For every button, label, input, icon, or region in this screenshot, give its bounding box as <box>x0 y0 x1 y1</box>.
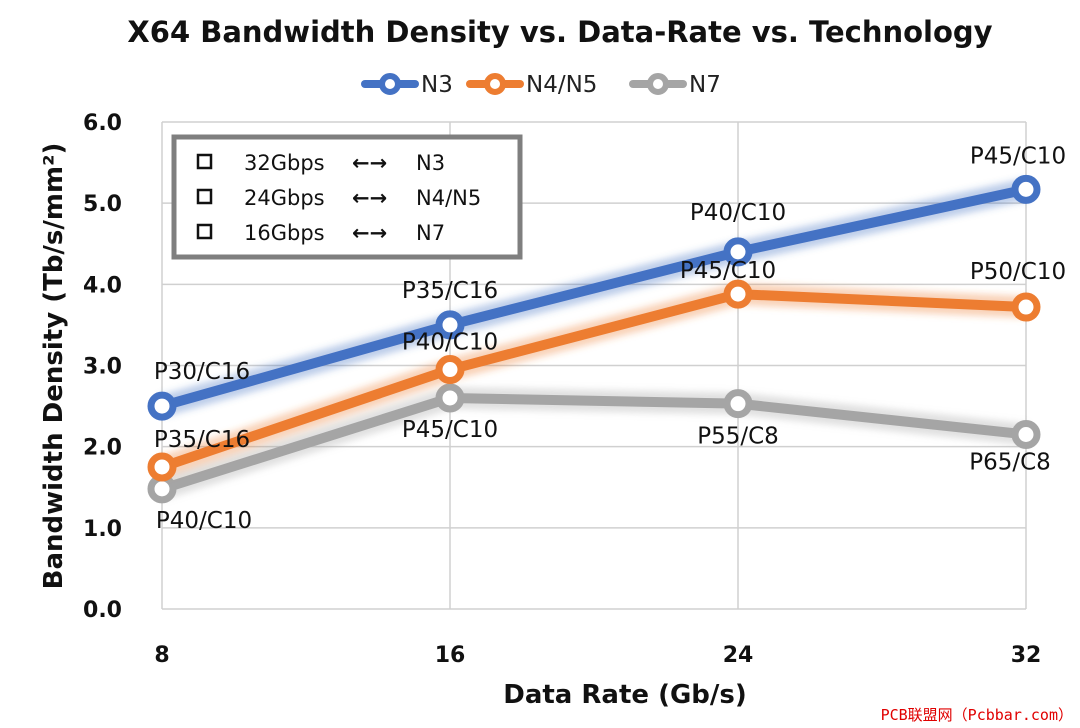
legend-label: N3 <box>421 72 453 98</box>
x-tick-label: 16 <box>435 643 466 668</box>
watermark: PCB联盟网（Pcbbar.com） <box>881 706 1073 724</box>
y-tick-label: 5.0 <box>83 192 122 217</box>
legend-entry: N7 <box>629 72 721 98</box>
data-point <box>147 391 177 421</box>
square-bullet-icon <box>196 153 213 170</box>
series-layer <box>147 174 1041 504</box>
series-line <box>157 392 1031 494</box>
legend-label: N7 <box>689 72 721 98</box>
series-line <box>157 184 1031 412</box>
point-label: P40/C10 <box>690 200 786 226</box>
double-arrow-icon: ←→ <box>352 221 387 245</box>
square-bullet-icon <box>196 188 213 205</box>
y-tick-label: 3.0 <box>83 355 122 380</box>
data-point <box>723 279 753 309</box>
point-label: P45/C10 <box>970 143 1066 169</box>
inset-legend-row: 24Gbps ←→ N4/N5 <box>196 186 481 210</box>
legend-label: N4/N5 <box>526 72 597 98</box>
point-label: P45/C10 <box>402 417 498 443</box>
square-bullet-icon <box>196 223 213 240</box>
double-arrow-icon: ←→ <box>352 151 387 175</box>
data-point <box>1011 419 1041 449</box>
y-tick-label: 1.0 <box>83 517 122 542</box>
y-tick-label: 4.0 <box>83 273 122 298</box>
x-tick-label: 24 <box>723 643 754 668</box>
legend: N3 N4/N5 N7 <box>361 72 721 98</box>
x-tick-label: 32 <box>1011 643 1042 668</box>
data-point <box>723 237 753 267</box>
data-point <box>147 452 177 482</box>
inset-rate: 16Gbps <box>244 221 325 245</box>
y-tick-label: 0.0 <box>83 598 122 623</box>
y-tick-label: 6.0 <box>83 111 122 136</box>
legend-marker <box>647 73 669 95</box>
data-point <box>435 383 465 413</box>
series-n4-n5 <box>147 279 1041 482</box>
point-label: P40/C10 <box>156 508 252 534</box>
x-axis-title: Data Rate (Gb/s) <box>503 680 747 710</box>
inset-legend-row: 16Gbps ←→ N7 <box>196 221 445 245</box>
point-label: P45/C10 <box>680 258 776 284</box>
series-line <box>157 289 1031 472</box>
point-label: P65/C8 <box>969 449 1051 475</box>
y-tick-labels: 0.0 1.0 2.0 3.0 4.0 5.0 6.0 <box>83 111 122 623</box>
point-label: P35/C16 <box>402 278 498 304</box>
legend-marker <box>379 73 401 95</box>
point-label: P30/C16 <box>154 359 250 385</box>
double-arrow-icon: ←→ <box>352 186 387 210</box>
data-point <box>723 389 753 419</box>
inset-legend-row: 32Gbps ←→ N3 <box>196 151 445 175</box>
series-n3 <box>147 174 1041 421</box>
point-annotations: P30/C16 P35/C16 P40/C10 P45/C10 P35/C16 P40/C… <box>154 143 1066 534</box>
inset-rate: 24Gbps <box>244 186 325 210</box>
x-tick-label: 8 <box>154 643 169 668</box>
point-label: P55/C8 <box>697 424 779 450</box>
inset-tech: N3 <box>416 151 445 175</box>
inset-tech: N4/N5 <box>416 186 481 210</box>
data-point <box>1011 174 1041 204</box>
point-label: P40/C10 <box>402 330 498 356</box>
inset-legend-frame <box>171 134 523 260</box>
legend-marker <box>484 73 506 95</box>
inset-tech: N7 <box>416 221 445 245</box>
series-n7 <box>147 383 1041 504</box>
data-point <box>1011 292 1041 322</box>
inset-rate: 32Gbps <box>244 151 325 175</box>
chart-title: X64 Bandwidth Density vs. Data-Rate vs. … <box>127 15 992 49</box>
legend-entry: N4/N5 <box>466 72 597 98</box>
point-label: P35/C16 <box>154 427 250 453</box>
y-axis-title: Bandwidth Density (Tb/s/mm²) <box>39 143 69 590</box>
inset-legend-box: 32Gbps ←→ N3 24Gbps ←→ N4/N5 16Gbps ←→ N7 <box>171 134 523 260</box>
legend-entry: N3 <box>361 72 453 98</box>
x-tick-labels: 8 16 24 32 <box>154 643 1041 668</box>
data-point <box>435 355 465 385</box>
y-tick-label: 2.0 <box>83 436 122 461</box>
data-point <box>435 310 465 340</box>
point-label: P50/C10 <box>970 259 1066 285</box>
